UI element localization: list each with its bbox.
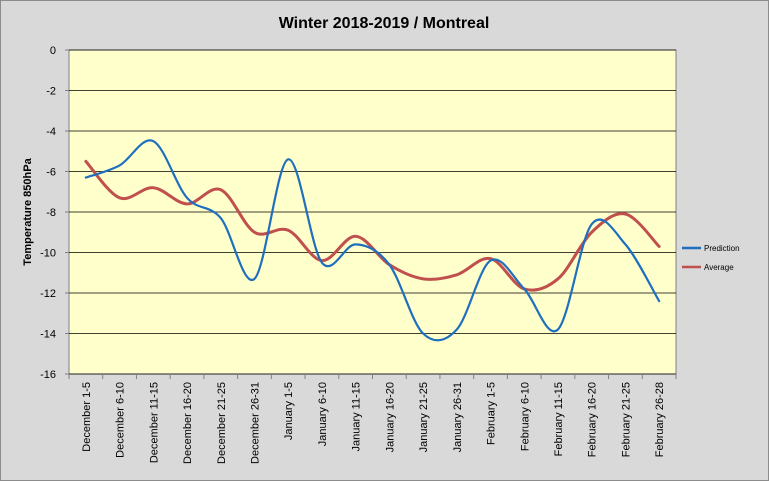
x-tick-label: January 11-15 [351,382,363,452]
legend-label-average: Average [704,263,734,272]
x-tick-label: February 16-20 [587,382,599,457]
x-tick-label: December 6-10 [115,382,127,458]
legend-label-prediction: Prediction [704,244,740,253]
x-tick-label: December 26-31 [249,382,261,464]
x-tick-label: December 1-5 [81,382,93,452]
x-tick-label: December 21-25 [216,382,228,464]
y-tick-label: 0 [50,45,56,57]
y-tick-label: -6 [46,167,56,179]
x-tick-label: January 21-25 [418,382,430,452]
y-axis-ticks: 0 -2 -4 -6 -8 -10 -12 -14 -16 [40,45,69,381]
x-tick-label: December 16-20 [182,382,194,464]
y-tick-label: -4 [46,126,56,138]
x-tick-label: December 11-15 [148,382,160,463]
y-tick-label: -16 [40,369,56,381]
y-tick-label: -14 [40,329,56,341]
x-tick-label: February 6-10 [519,382,531,451]
y-tick-label: -8 [46,207,56,219]
y-tick-label: -10 [40,248,56,260]
x-tick-label: February 11-15 [553,382,565,456]
x-tick-label: January 16-20 [384,382,396,452]
y-tick-label: -12 [40,288,56,300]
x-tick-label: January 26-31 [452,382,464,452]
x-tick-label: January 1-5 [283,382,295,440]
x-tick-label: February 21-25 [620,382,632,457]
y-tick-label: -2 [46,86,56,98]
series-lines [84,139,661,342]
x-axis-ticks: December 1-5 December 6-10 December 11-15 D… [68,374,677,464]
x-tick-label: February 26-28 [654,382,666,457]
x-tick-label: February 1-5 [486,382,498,445]
legend: Prediction Average [682,244,740,272]
series-line-prediction [84,139,661,342]
x-tick-label: January 6-10 [317,382,329,446]
y-axis-label: Temperature 850hPa [22,157,34,265]
chart-title: Winter 2018-2019 / Montreal [279,15,490,32]
